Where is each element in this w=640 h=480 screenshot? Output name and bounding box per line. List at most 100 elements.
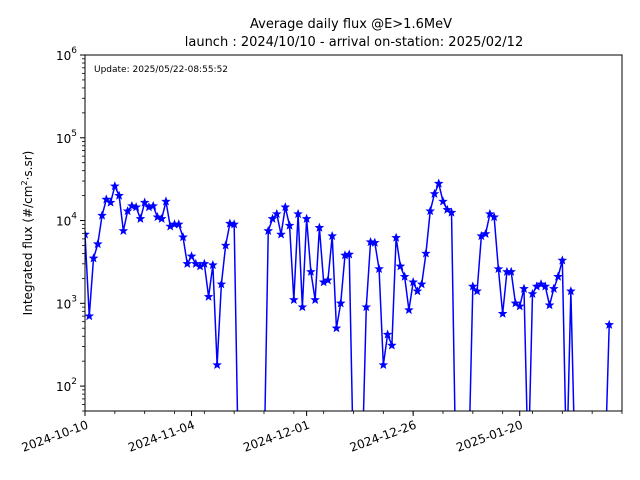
data-point bbox=[139, 197, 150, 207]
data-point bbox=[557, 255, 568, 265]
data-point bbox=[208, 260, 218, 270]
data-point bbox=[306, 266, 316, 276]
data-point bbox=[472, 286, 482, 296]
data-point bbox=[280, 202, 291, 212]
data-point bbox=[416, 279, 427, 289]
y-tick-label-base: 10 bbox=[56, 132, 71, 146]
data-point bbox=[412, 286, 423, 296]
data-point bbox=[276, 229, 286, 239]
data-point bbox=[331, 323, 342, 333]
data-point bbox=[378, 359, 389, 370]
data-point bbox=[433, 178, 444, 188]
data-point bbox=[544, 300, 555, 310]
data-point bbox=[314, 222, 325, 232]
data-point bbox=[399, 271, 410, 281]
data-point bbox=[212, 359, 222, 370]
data-point bbox=[85, 229, 90, 239]
data-point bbox=[493, 263, 504, 274]
y-axis-label-exponent: 2 bbox=[20, 180, 29, 185]
data-point bbox=[135, 213, 146, 223]
data-point bbox=[310, 294, 320, 304]
data-point bbox=[148, 200, 158, 211]
data-point bbox=[335, 298, 346, 308]
data-point bbox=[566, 286, 576, 296]
chart-title: Average daily flux @E>1.6MeV bbox=[250, 17, 452, 32]
data-point bbox=[553, 271, 563, 281]
data-point bbox=[395, 261, 406, 271]
y-axis-label-main: Integrated flux (#/cm bbox=[21, 186, 35, 316]
data-point bbox=[85, 311, 95, 321]
data-point bbox=[514, 301, 525, 311]
data-point bbox=[105, 197, 116, 207]
data-point bbox=[178, 232, 188, 242]
series-line bbox=[264, 206, 354, 411]
y-tick-label-base: 10 bbox=[56, 215, 71, 229]
data-point bbox=[182, 258, 193, 268]
data-point bbox=[497, 308, 508, 318]
data-point bbox=[131, 202, 141, 212]
data-point bbox=[361, 302, 372, 312]
data-point bbox=[327, 230, 337, 241]
data-point bbox=[191, 258, 201, 268]
y-tick-label-exponent: 5 bbox=[71, 129, 77, 139]
data-point bbox=[118, 225, 129, 235]
data-point bbox=[284, 220, 295, 230]
data-point bbox=[220, 240, 231, 250]
y-tick-label-exponent: 6 bbox=[71, 46, 77, 56]
data-point bbox=[540, 281, 551, 291]
data-point bbox=[97, 210, 107, 220]
data-point bbox=[88, 253, 99, 263]
data-point bbox=[382, 329, 393, 339]
y-tick-label: 102 bbox=[56, 377, 77, 394]
data-point bbox=[438, 196, 448, 206]
data-point bbox=[446, 207, 457, 217]
data-point bbox=[229, 219, 239, 229]
x-tick-label: 2025-01-20 bbox=[454, 418, 524, 455]
data-point bbox=[429, 188, 440, 198]
data-point bbox=[519, 283, 529, 293]
data-point bbox=[289, 294, 299, 304]
x-axis: 2024-10-10 2024-11-04 2024-12-01 2024-12-26… bbox=[20, 411, 623, 455]
data-point bbox=[122, 206, 133, 216]
data-point bbox=[374, 263, 384, 274]
data-point bbox=[442, 204, 453, 214]
data-point bbox=[421, 248, 431, 258]
y-tick-label: 106 bbox=[56, 46, 77, 63]
data-point bbox=[301, 213, 312, 223]
data-point bbox=[203, 291, 214, 301]
data-point bbox=[156, 213, 167, 223]
data-point bbox=[468, 281, 478, 291]
data-point bbox=[408, 277, 418, 287]
data-point bbox=[110, 181, 120, 191]
y-tick-label-exponent: 2 bbox=[71, 377, 77, 387]
series-line bbox=[605, 324, 610, 411]
data-point bbox=[370, 237, 380, 247]
data-point bbox=[186, 251, 197, 261]
data-point bbox=[152, 212, 163, 222]
chart-subtitle: launch : 2024/10/10 - arrival on-station… bbox=[185, 35, 523, 50]
y-tick-label: 105 bbox=[56, 129, 77, 146]
x-tick-label: 2024-11-04 bbox=[126, 418, 196, 455]
data-point bbox=[161, 196, 171, 206]
data-point bbox=[271, 208, 282, 219]
y-tick-label-base: 10 bbox=[56, 49, 71, 63]
data-point bbox=[297, 302, 308, 312]
data-point bbox=[173, 219, 184, 229]
y-tick-label-exponent: 4 bbox=[71, 212, 77, 222]
data-point bbox=[604, 319, 615, 329]
series-line bbox=[85, 185, 239, 411]
data-point bbox=[344, 249, 355, 259]
data-point bbox=[263, 225, 274, 235]
plot-frame bbox=[84, 54, 623, 412]
data-point bbox=[506, 266, 516, 276]
data-point bbox=[216, 279, 227, 289]
data-point bbox=[267, 213, 278, 223]
update-annotation: Update: 2025/05/22-08:55:52 bbox=[94, 65, 228, 75]
data-point bbox=[404, 304, 414, 315]
data-point bbox=[536, 279, 546, 289]
data-point bbox=[549, 283, 559, 293]
y-tick-label-base: 10 bbox=[56, 380, 71, 394]
data-point bbox=[365, 236, 376, 247]
y-tick-label-base: 10 bbox=[56, 297, 71, 311]
